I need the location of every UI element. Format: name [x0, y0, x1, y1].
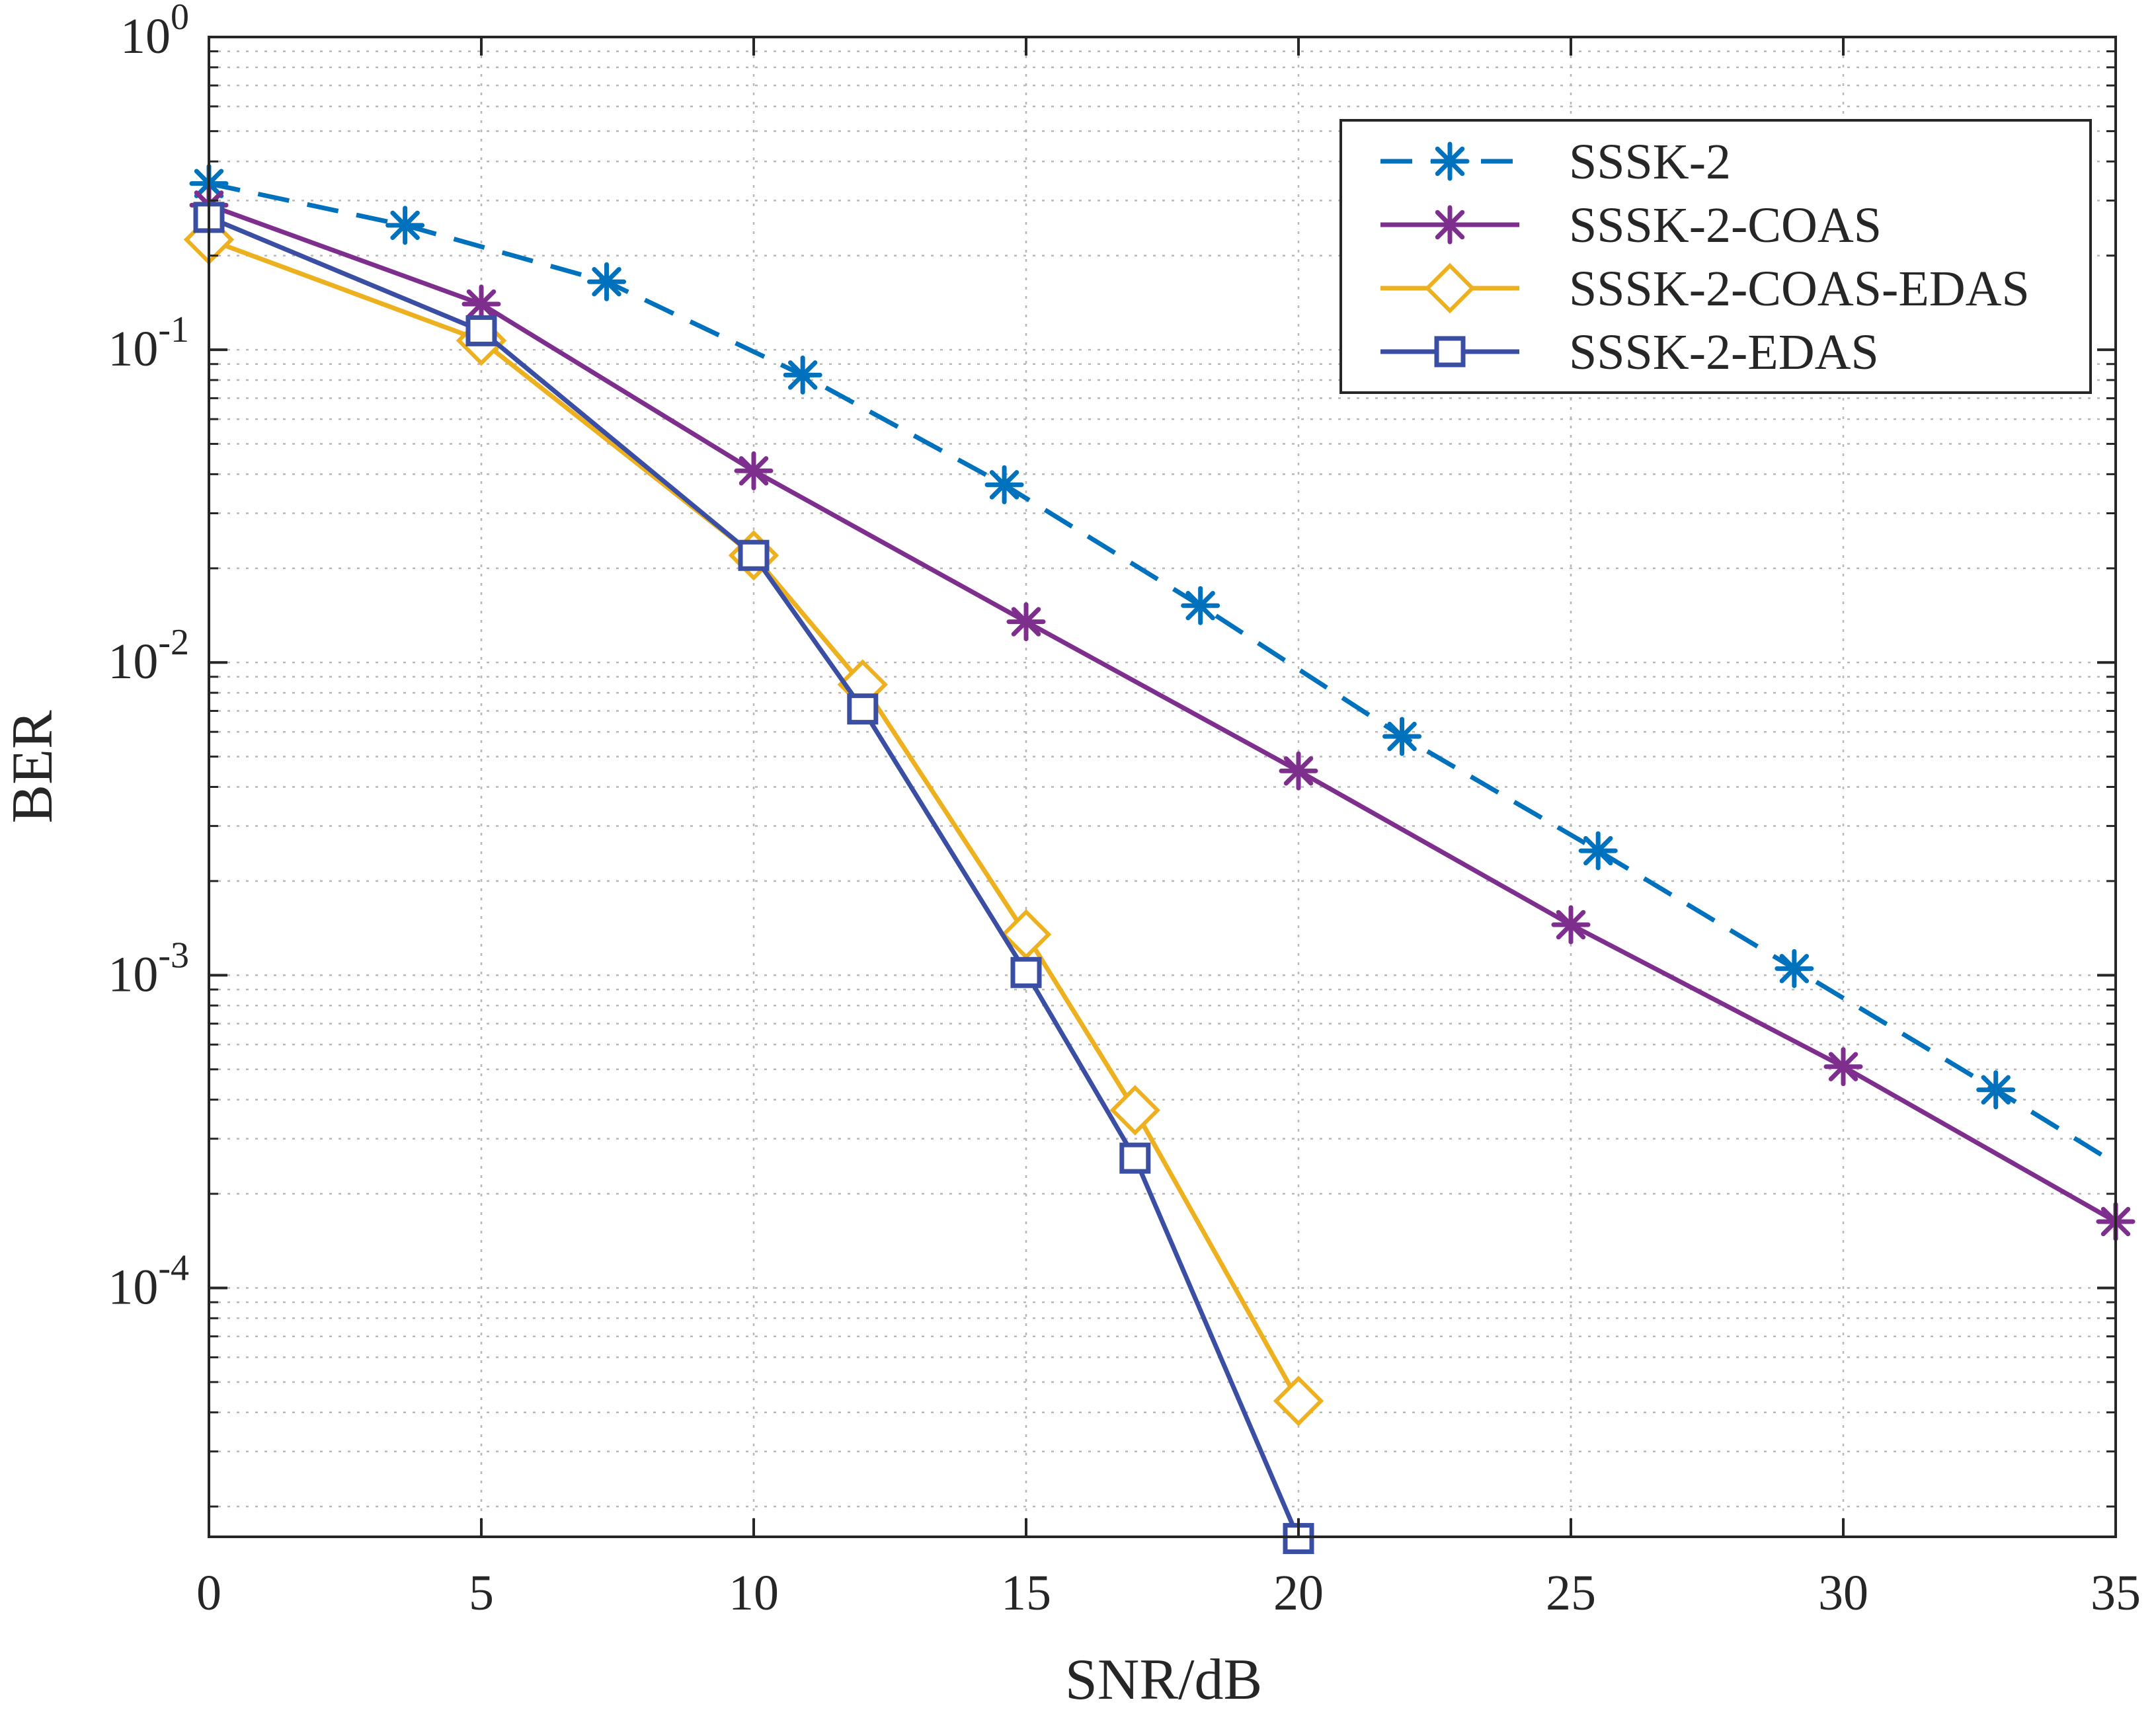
y-tick-label: 10-4 [108, 1247, 189, 1315]
legend-marker [1430, 205, 1470, 245]
legend-label: SSSK-2 [1569, 134, 1731, 190]
legend-marker [1434, 336, 1466, 368]
legend-label: SSSK-2-COAS [1569, 198, 1882, 253]
data-point-sssk-2-coas [461, 284, 501, 324]
y-axis-label: BER [1, 710, 65, 823]
data-point-sssk-2-coas [1006, 602, 1046, 642]
data-point-sssk-2-coas-edas [1273, 1376, 1324, 1426]
legend-marker [1430, 141, 1470, 181]
series-line-sssk-2 [208, 181, 2117, 1166]
data-point-sssk-2-edas [738, 539, 770, 571]
legend: SSSK-2 SSSK-2-COAS SSSK-2-COAS-EDAS SSSK-2-… [1339, 119, 2092, 394]
x-tick-label: 15 [1001, 1565, 1051, 1621]
legend-box [1339, 119, 2092, 394]
plot-lines [183, 164, 2136, 1555]
data-point-sssk-2 [984, 465, 1024, 504]
legend-marker [1424, 262, 1476, 314]
data-point-sssk-2-edas [1119, 1142, 1151, 1174]
x-tick-label: 30 [1818, 1565, 1868, 1621]
data-point-sssk-2-edas [465, 315, 497, 346]
data-point-sssk-2 [1382, 717, 1422, 756]
data-point-sssk-2-coas [1279, 751, 1318, 791]
x-tick-label: 35 [2091, 1565, 2141, 1621]
x-tick-label: 0 [196, 1565, 221, 1621]
series-line-sssk-2-coas [208, 203, 2117, 1224]
x-tick-label: 5 [469, 1565, 494, 1621]
data-point-sssk-2-coas [1823, 1047, 1863, 1087]
data-point-sssk-2-coas [1551, 905, 1591, 945]
grid [209, 37, 2116, 1537]
data-point-sssk-2-coas-edas [1000, 909, 1052, 960]
x-tick-label: 20 [1273, 1565, 1324, 1621]
data-point-sssk-2 [1976, 1070, 2016, 1110]
data-point-sssk-2 [1775, 949, 1814, 988]
data-point-sssk-2 [587, 262, 627, 301]
data-point-sssk-2-coas [734, 451, 774, 490]
ticks: 0 5 10 15 20 25 30 35 100 10-1 10-2 10-3 10-4 [108, 0, 2141, 1621]
y-tick-label: 100 [120, 0, 189, 64]
y-tick-label: 10-2 [108, 622, 189, 689]
x-tick-label: 25 [1546, 1565, 1596, 1621]
x-axis-label: SNR/dB [1065, 1648, 1262, 1707]
legend-label: SSSK-2-COAS-EDAS [1569, 261, 2030, 317]
data-point-sssk-2 [385, 206, 425, 245]
legend-label: SSSK-2-EDAS [1569, 325, 1879, 380]
y-tick-label: 10-1 [108, 309, 189, 377]
x-tick-label: 10 [729, 1565, 779, 1621]
data-point-sssk-2 [1578, 831, 1618, 871]
data-point-sssk-2-coas-edas [1109, 1085, 1161, 1136]
data-point-sssk-2 [783, 355, 822, 395]
data-point-sssk-2-edas [1010, 956, 1042, 988]
data-point-sssk-2 [1181, 586, 1220, 625]
data-point-sssk-2-edas [847, 693, 879, 725]
y-tick-label: 10-3 [108, 935, 189, 1002]
